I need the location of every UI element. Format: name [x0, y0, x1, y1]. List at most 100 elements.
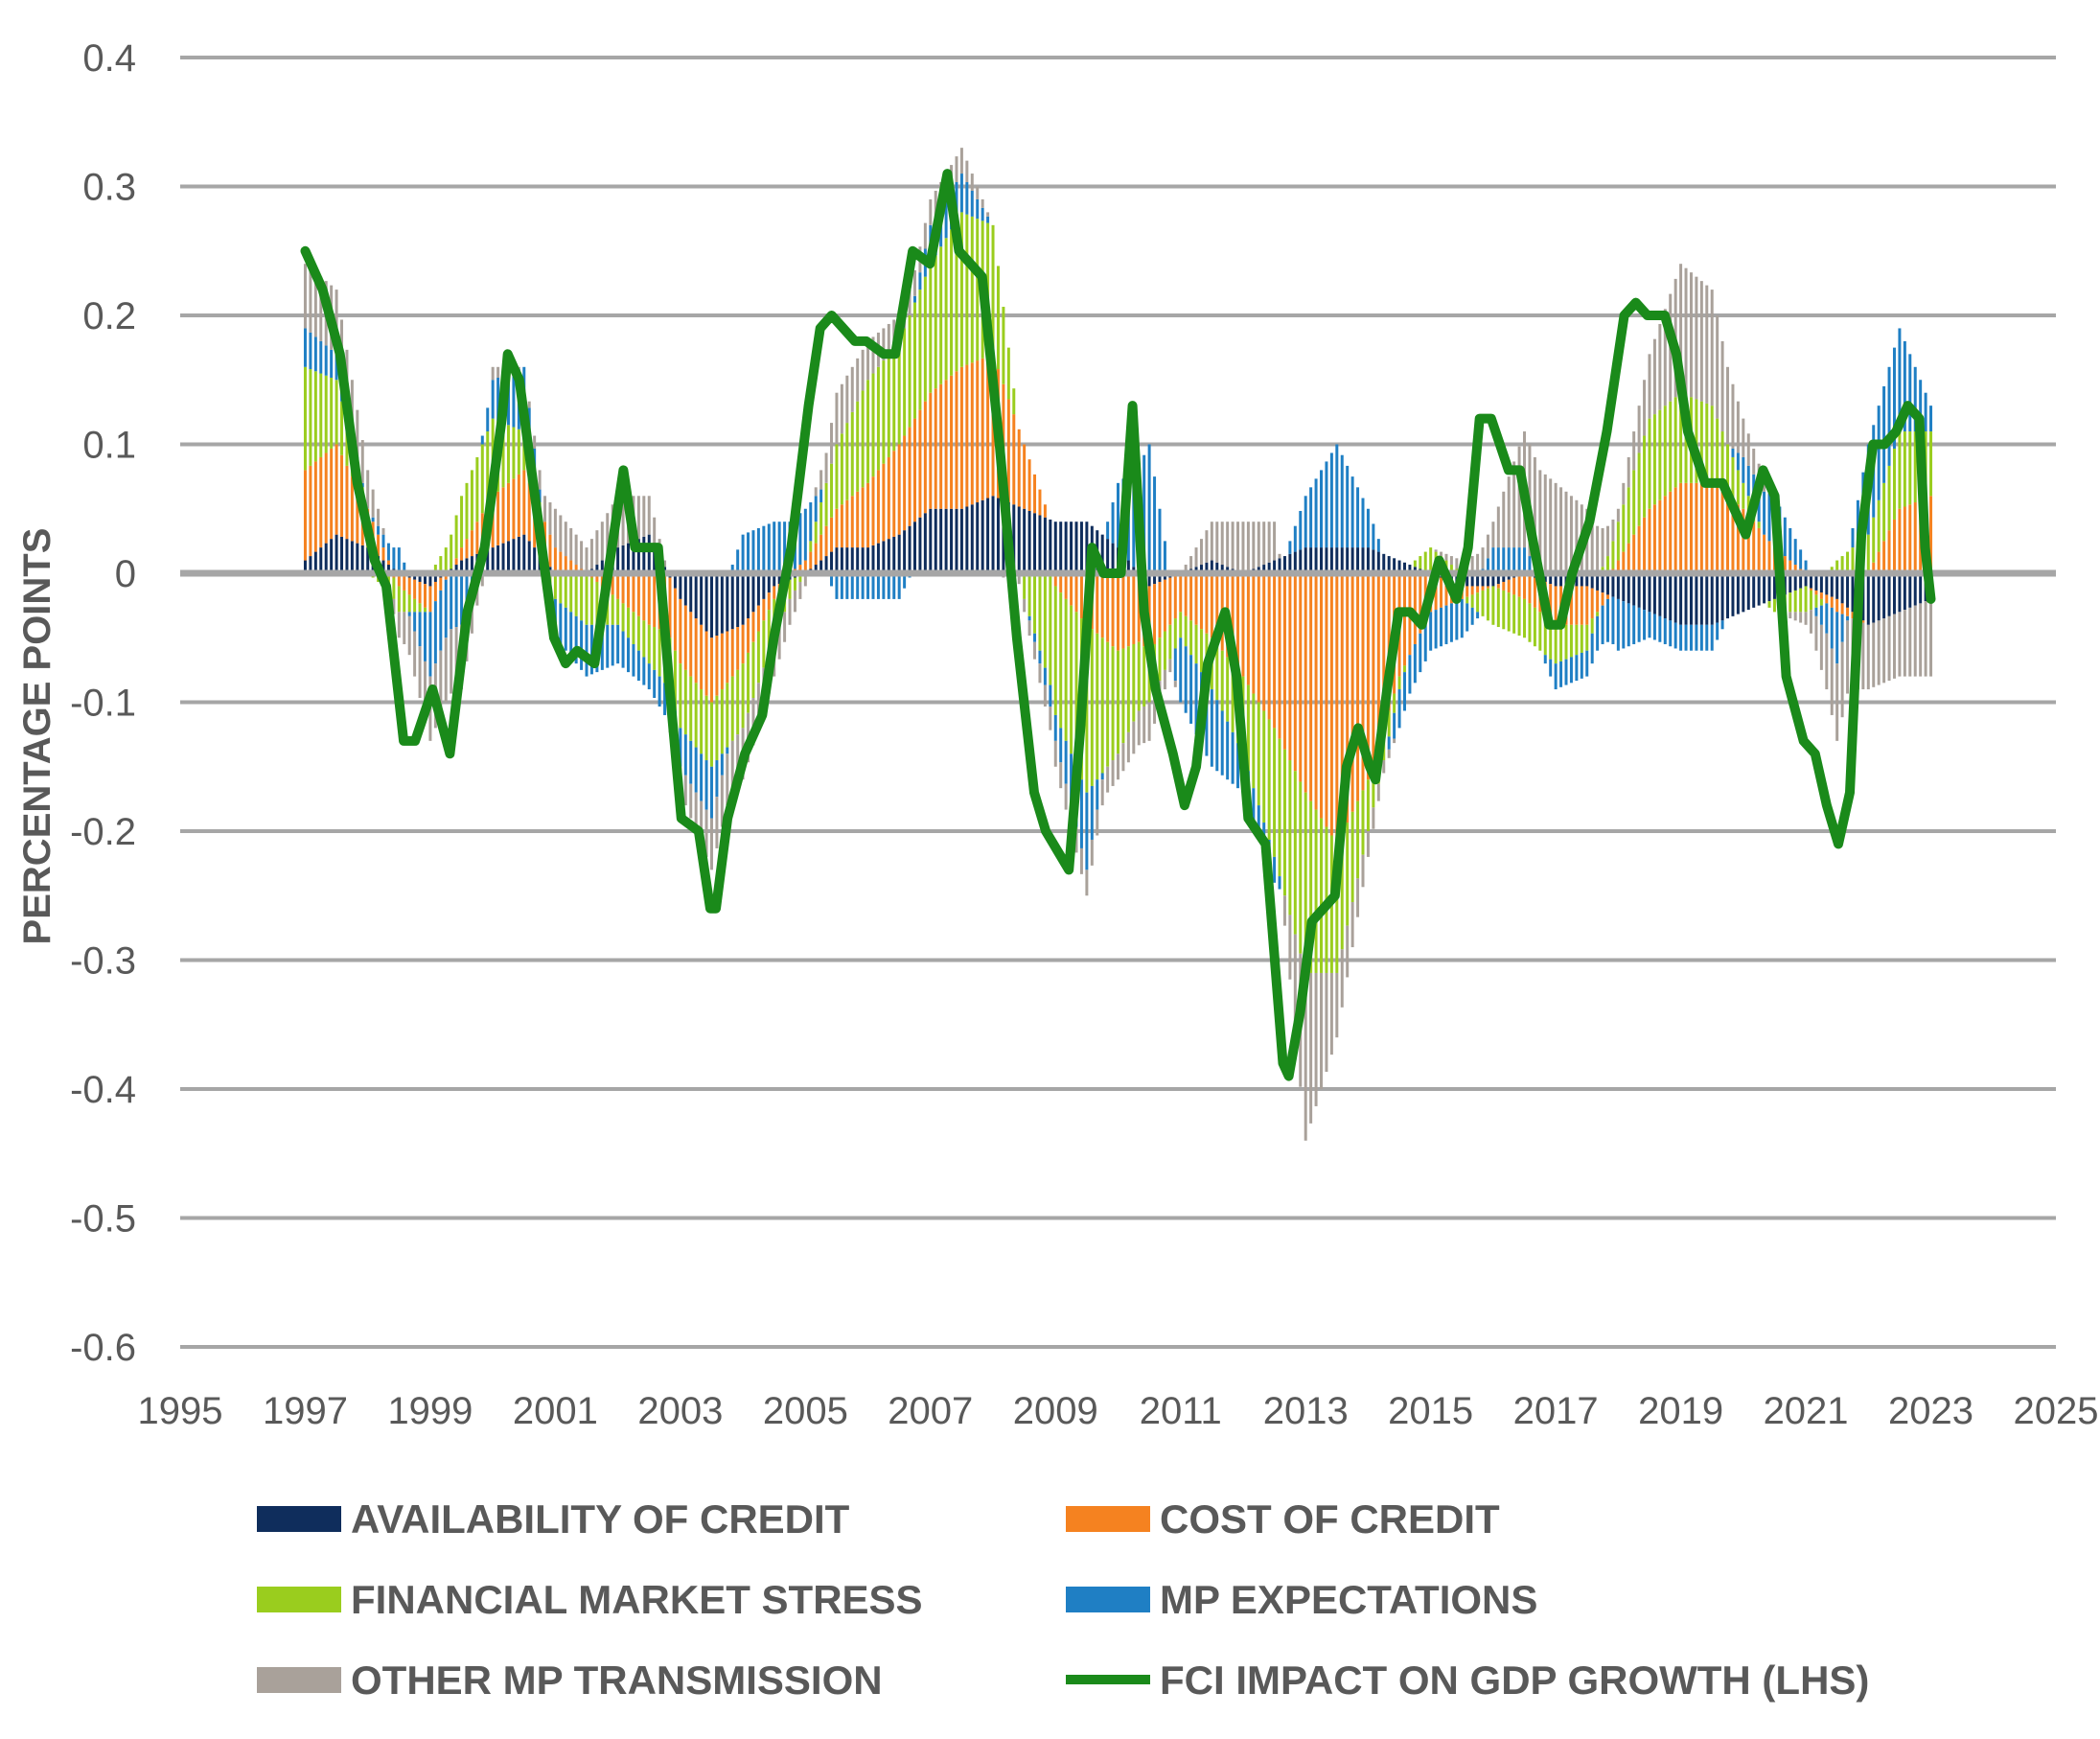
cost-bar — [887, 456, 890, 540]
mp-expectations-bar — [574, 615, 578, 664]
other-mp-bar — [1611, 519, 1615, 542]
mp-expectations-bar — [976, 198, 980, 220]
stress-bar — [871, 373, 875, 477]
availability-bar — [1070, 522, 1073, 573]
mp-expectations-bar — [773, 522, 776, 573]
cost-bar — [527, 482, 531, 542]
availability-bar — [1387, 556, 1391, 573]
mp-expectations-bar — [1898, 328, 1902, 432]
cost-bar — [1096, 573, 1099, 634]
cost-bar — [1335, 573, 1339, 845]
availability-bar — [1746, 573, 1750, 611]
mp-expectations-bar — [1033, 633, 1037, 642]
other-mp-bar — [1273, 522, 1277, 561]
availability-bar — [1481, 573, 1485, 587]
availability-bar — [679, 573, 682, 599]
mp-expectations-bar — [444, 579, 448, 638]
cost-bar — [647, 573, 651, 625]
other-mp-bar — [1106, 766, 1110, 793]
mp-expectations-bar — [1059, 728, 1063, 763]
cost-bar — [1861, 620, 1865, 623]
other-mp-bar — [1512, 461, 1516, 548]
availability-bar — [1085, 522, 1089, 573]
availability-bar — [970, 504, 974, 573]
stress-bar — [1470, 594, 1474, 608]
stress-bar — [709, 702, 713, 767]
stress-bar — [433, 565, 437, 573]
other-mp-bar — [1913, 605, 1917, 677]
cost-bar — [1648, 508, 1651, 573]
mp-expectations-bar — [1038, 650, 1042, 664]
availability-bar — [1840, 573, 1844, 604]
availability-bar — [976, 502, 980, 573]
availability-bar — [1892, 573, 1896, 614]
stress-bar — [465, 482, 469, 540]
stress-bar — [1908, 431, 1912, 505]
stress-bar — [480, 444, 484, 514]
cost-bar — [1742, 508, 1745, 573]
other-mp-bar — [840, 383, 843, 434]
availability-bar — [1397, 560, 1401, 573]
stress-bar — [397, 586, 401, 613]
cost-bar — [496, 491, 500, 545]
other-mp-bar — [887, 323, 890, 355]
mp-expectations-bar — [1590, 633, 1594, 664]
other-mp-bar — [783, 612, 787, 642]
availability-bar — [1299, 549, 1303, 573]
other-mp-bar — [1288, 915, 1292, 980]
mp-expectations-bar — [1596, 615, 1600, 651]
cost-bar — [1596, 590, 1600, 613]
availability-bar — [730, 573, 734, 630]
cost-bar — [1533, 577, 1536, 608]
stress-bar — [470, 470, 473, 531]
mp-expectations-bar — [1236, 743, 1240, 789]
cost-bar — [574, 565, 578, 573]
stress-bar — [1043, 573, 1047, 668]
availability-bar — [1819, 573, 1823, 593]
cost-bar — [356, 487, 359, 544]
other-mp-bar — [1882, 618, 1886, 684]
cost-bar — [1705, 482, 1709, 573]
mp-expectations-bar — [1788, 527, 1792, 561]
availability-bar — [1627, 573, 1630, 604]
availability-bar — [1637, 573, 1641, 608]
availability-bar — [1695, 573, 1698, 625]
stress-bar — [689, 676, 693, 741]
cost-bar — [460, 547, 464, 561]
cost-bar — [1549, 584, 1553, 621]
availability-bar — [955, 508, 958, 573]
availability-bar — [830, 551, 834, 573]
availability-bar — [303, 560, 307, 573]
mp-expectations-bar — [1215, 700, 1219, 772]
availability-bar — [1549, 573, 1553, 585]
other-mp-bar — [1117, 754, 1119, 780]
cost-bar — [1731, 499, 1735, 573]
other-mp-bar — [1716, 315, 1719, 419]
stress-bar — [450, 534, 453, 569]
cost-bar — [1882, 541, 1886, 573]
other-mp-bar — [1622, 482, 1626, 505]
stress-bar — [1038, 573, 1042, 651]
other-mp-bar — [1090, 839, 1094, 866]
mp-expectations-bar — [882, 573, 886, 599]
other-mp-bar — [1830, 648, 1834, 715]
mp-expectations-bar — [1299, 510, 1303, 550]
cost-bar — [559, 551, 563, 573]
mp-expectations-bar — [1449, 603, 1453, 642]
other-mp-bar — [574, 534, 578, 566]
mp-expectations-bar — [741, 534, 745, 573]
stress-bar — [918, 290, 922, 410]
stress-bar — [1491, 586, 1495, 625]
stress-bar — [1549, 620, 1553, 660]
other-mp-bar — [1231, 522, 1235, 569]
cost-bar — [856, 491, 860, 548]
stress-bar — [1496, 588, 1500, 628]
mp-expectations-bar — [777, 522, 781, 573]
stress-bar — [569, 573, 573, 613]
availability-bar — [486, 549, 490, 573]
cost-bar — [1507, 579, 1511, 593]
other-mp-bar — [1699, 281, 1703, 402]
availability-bar — [309, 556, 312, 573]
other-mp-bar — [1819, 624, 1823, 670]
availability-bar — [1470, 573, 1474, 587]
